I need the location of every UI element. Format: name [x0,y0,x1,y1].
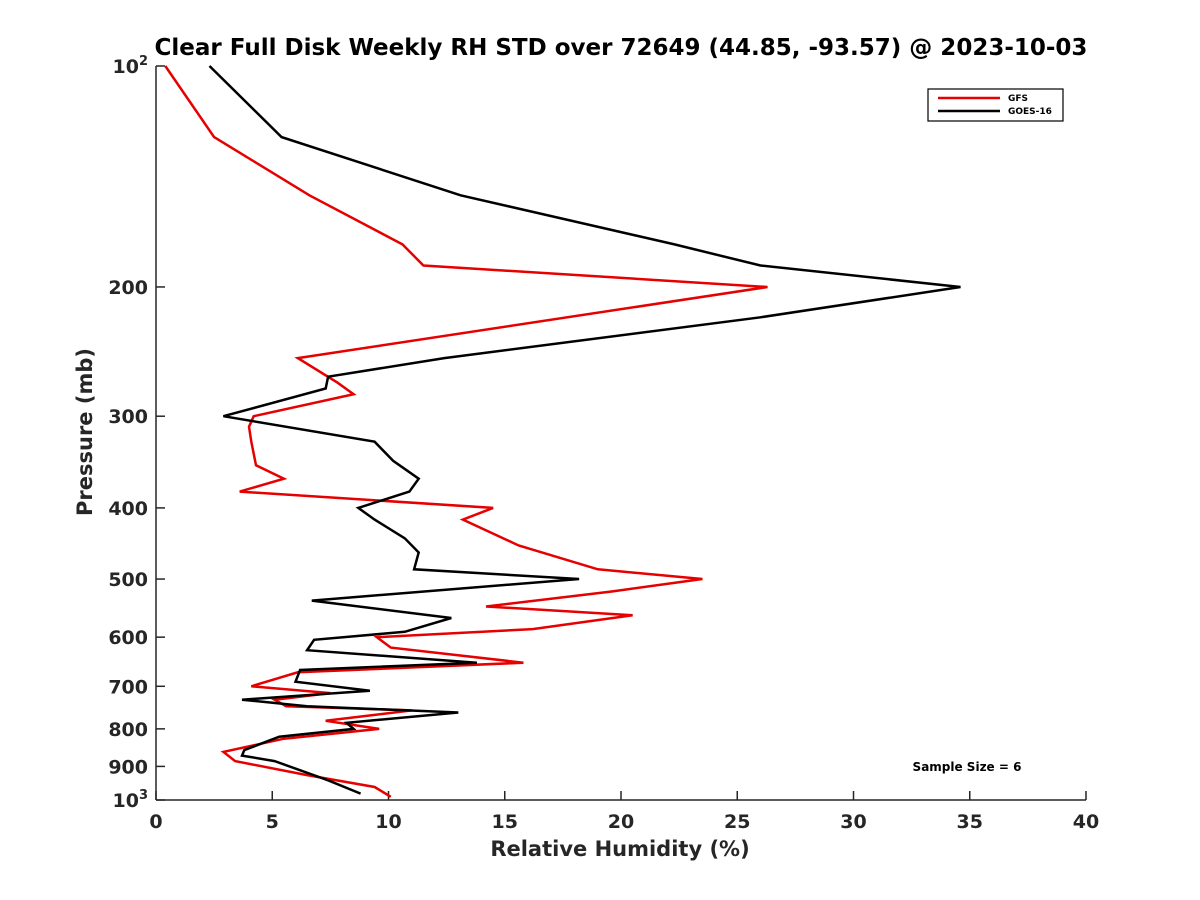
x-tick-label: 35 [957,811,983,833]
y-tick-label: 600 [108,627,148,649]
x-tick-label: 5 [266,811,279,833]
y-tick-label: 102 [113,54,149,78]
series-line-gfs [164,65,768,798]
x-tick-label: 20 [608,811,634,833]
x-tick-label: 15 [492,811,518,833]
y-tick-label: 900 [108,756,148,778]
axes: 0 5 10 15 20 25 30 35 40 102 200 300 400 500 600 700 800… [108,54,1099,833]
plot-area [164,65,961,798]
series-line-goes-16 [208,65,961,795]
y-tick-label: 700 [108,676,148,698]
x-tick-label: 0 [149,811,162,833]
x-tick-label: 25 [724,811,750,833]
sample-size-annotation: Sample Size = 6 [913,760,1022,774]
y-tick-label: 800 [108,719,148,741]
x-axis-title: Relative Humidity (%) [490,837,749,861]
y-axis-title: Pressure (mb) [73,348,97,516]
y-tick-label: 103 [113,788,149,812]
chart-title: Clear Full Disk Weekly RH STD over 72649… [155,35,1088,61]
legend-box [927,88,1064,122]
x-tick-label: 40 [1073,811,1099,833]
y-tick-label: 400 [108,498,148,520]
legend-label: GFS [1008,94,1028,104]
legend-label: GOES-16 [1008,107,1052,117]
legend: GFS GOES-16 [927,88,1064,122]
y-tick-label: 500 [108,569,148,591]
x-tick-label: 30 [840,811,866,833]
y-tick-label: 300 [108,406,148,428]
x-tick-label: 10 [375,811,401,833]
y-tick-label: 200 [108,277,148,299]
